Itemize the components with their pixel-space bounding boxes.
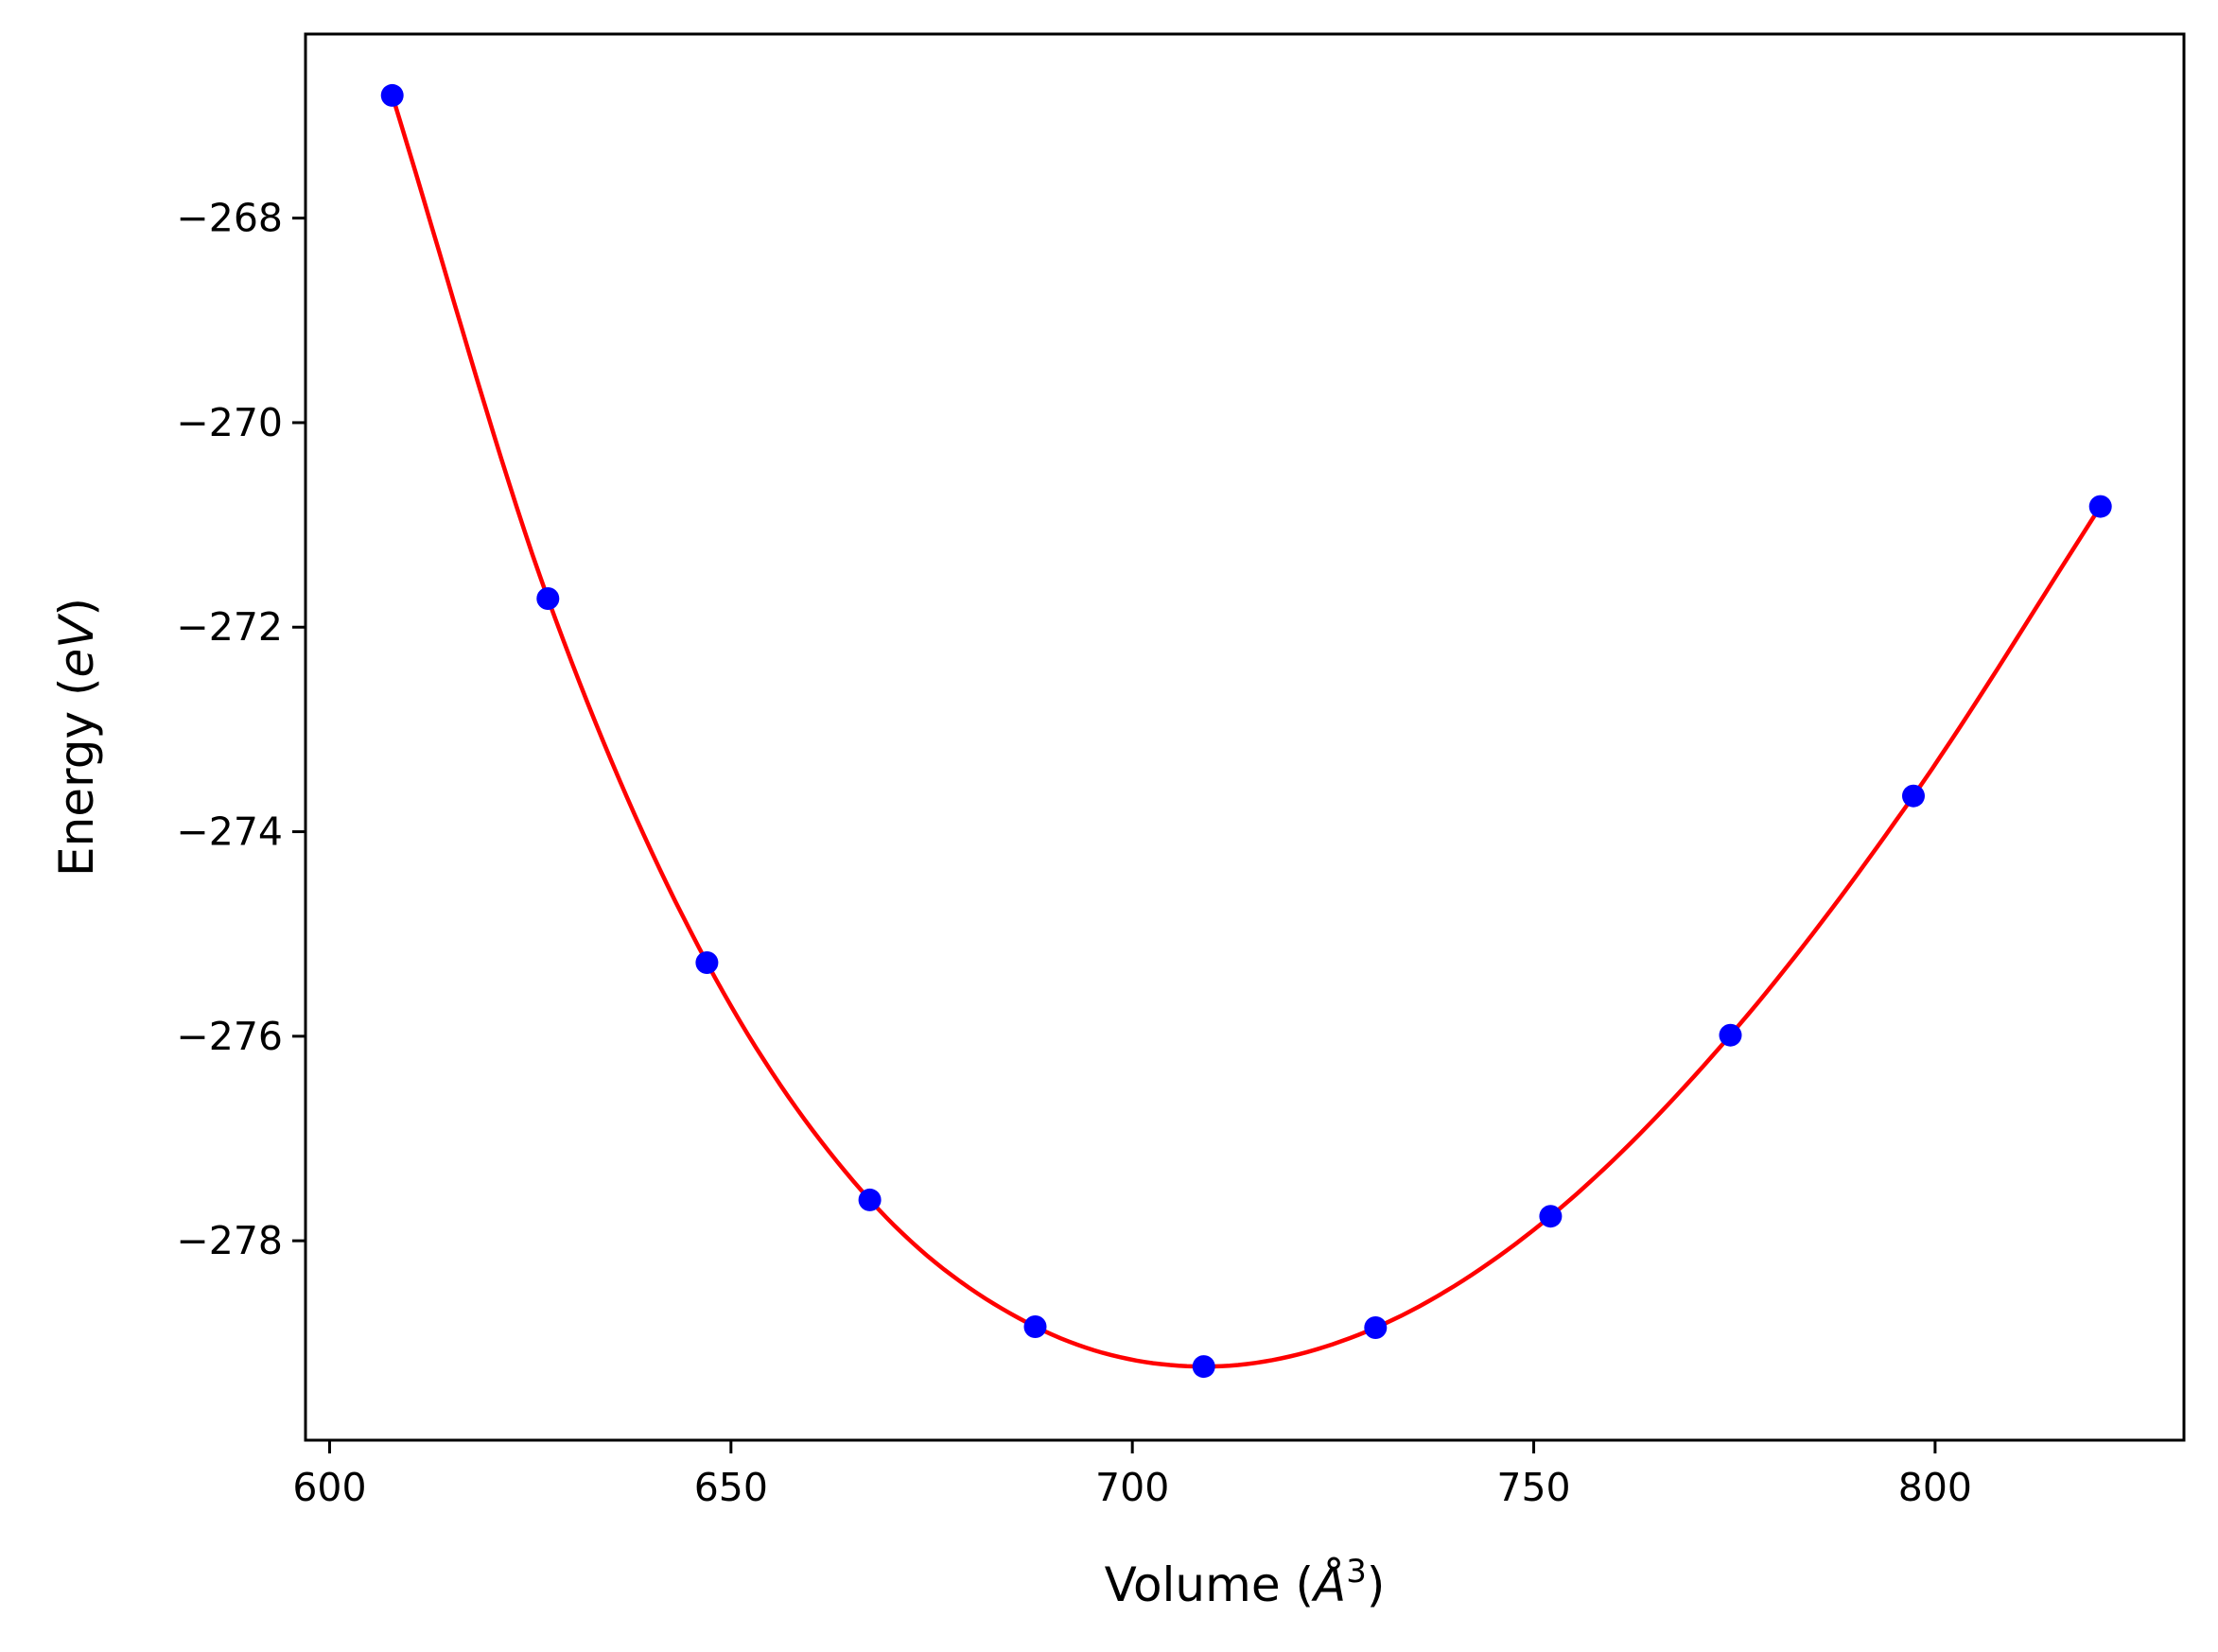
x-axis-label-suffix: ) xyxy=(1367,1557,1386,1612)
data-point xyxy=(1902,784,1925,808)
y-tick-label: −270 xyxy=(176,400,283,445)
y-tick-label: −272 xyxy=(176,604,283,650)
data-point xyxy=(1192,1355,1215,1379)
x-tick-label: 600 xyxy=(292,1465,366,1510)
y-tick-label: −276 xyxy=(176,1014,283,1059)
data-point xyxy=(536,587,560,610)
x-tick-label: 800 xyxy=(1898,1465,1972,1510)
x-tick-label: 650 xyxy=(694,1465,768,1510)
plot-area-frame xyxy=(304,32,2186,1442)
x-tick-label: 750 xyxy=(1496,1465,1570,1510)
data-point xyxy=(1719,1023,1742,1047)
y-tick-label: −274 xyxy=(176,809,283,855)
data-point xyxy=(2088,495,2112,518)
y-tick-label: −268 xyxy=(176,196,283,241)
x-tick-label: 700 xyxy=(1095,1465,1169,1510)
y-axis-label-unit: eV xyxy=(49,613,104,678)
y-tick-label: −278 xyxy=(176,1218,283,1263)
x-axis-label-text: Volume ( xyxy=(1105,1557,1314,1612)
data-point xyxy=(1539,1205,1563,1228)
x-axis-label-unit: Å xyxy=(1311,1557,1346,1612)
data-point xyxy=(695,951,719,974)
data-point xyxy=(380,83,404,107)
x-axis-label-exponent: 3 xyxy=(1346,1553,1367,1591)
y-axis-ticks: −268 −270 −272 −274 −276 −278 xyxy=(176,196,306,1263)
y-axis-label-text: Energy ( xyxy=(49,678,104,877)
data-point xyxy=(1364,1316,1388,1339)
x-axis-label: Volume (Å3) xyxy=(1105,1553,1386,1612)
x-axis-ticks: 600 650 700 750 800 xyxy=(292,1440,1972,1510)
y-axis-label-suffix: ) xyxy=(49,598,104,617)
data-point xyxy=(858,1188,882,1211)
y-axis-label: Energy (eV) xyxy=(49,598,104,877)
data-points-layer xyxy=(380,83,2112,1379)
data-point xyxy=(1023,1315,1047,1338)
